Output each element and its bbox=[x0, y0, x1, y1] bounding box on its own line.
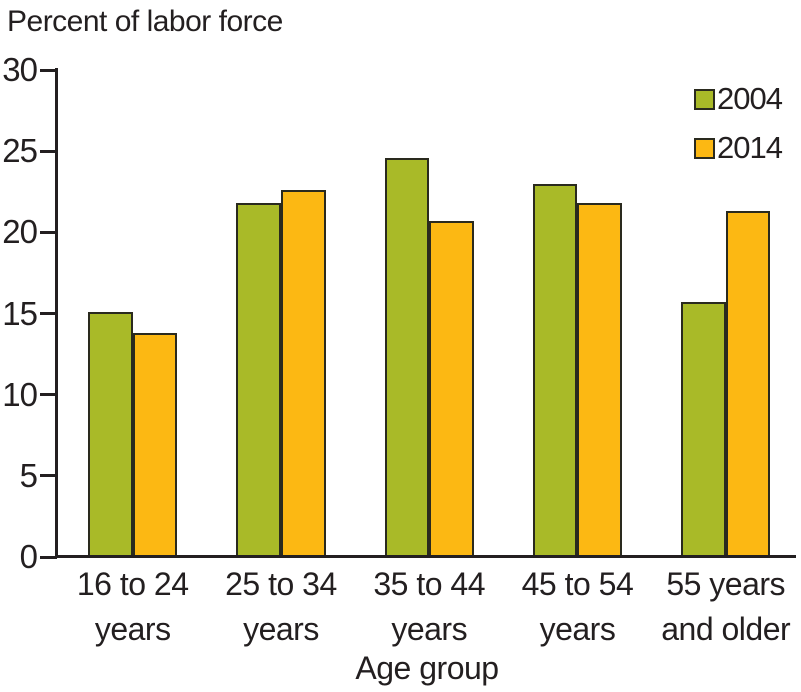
y-tick-label-30: 30 bbox=[2, 51, 38, 88]
x-category-label-2: 25 to 34 years bbox=[225, 566, 337, 647]
bar-2004-group3 bbox=[384, 157, 430, 557]
y-tick-mark-15 bbox=[40, 312, 57, 315]
y-tick-label-5: 5 bbox=[19, 456, 38, 494]
legend-label-2004: 2004 bbox=[717, 81, 783, 116]
legend-item-2004: 2004 bbox=[694, 81, 783, 116]
bar-2014-group3 bbox=[429, 220, 474, 557]
y-tick-label-10: 10 bbox=[2, 375, 38, 413]
bar-2014-group4 bbox=[577, 203, 623, 557]
bar-2004-group5 bbox=[681, 302, 726, 557]
bar-2004-group4 bbox=[532, 183, 578, 557]
bar-2014-group1 bbox=[132, 332, 178, 557]
y-tick-label-25: 25 bbox=[2, 132, 38, 170]
x-category-label-4: 45 to 54 years bbox=[521, 566, 634, 647]
legend-label-2014: 2014 bbox=[717, 130, 783, 165]
legend: 2004 2014 bbox=[694, 81, 801, 166]
x-axis-line bbox=[55, 555, 796, 558]
y-tick-mark-25 bbox=[40, 149, 57, 153]
x-axis-title: Age group bbox=[355, 650, 499, 686]
y-tick-label-20: 20 bbox=[2, 213, 38, 251]
legend-swatch-2004 bbox=[694, 88, 715, 110]
bar-2004-group2 bbox=[236, 203, 281, 557]
bar-2014-group5 bbox=[725, 211, 771, 557]
y-tick-mark-10 bbox=[40, 393, 57, 397]
y-axis-title: Percent of labor force bbox=[7, 5, 283, 38]
bar-2014-group2 bbox=[280, 190, 326, 557]
y-tick-label-15: 15 bbox=[2, 294, 38, 332]
bar-2004-group1 bbox=[88, 311, 133, 557]
y-tick-mark-5 bbox=[40, 474, 57, 478]
y-tick-mark-20 bbox=[40, 230, 57, 234]
x-category-label-3: 35 to 44 years bbox=[373, 566, 486, 647]
legend-swatch-2014 bbox=[694, 137, 715, 159]
x-category-label-1: 16 to 24 years bbox=[76, 566, 189, 647]
legend-item-2014: 2014 bbox=[694, 130, 783, 165]
y-tick-label-0: 0 bbox=[19, 538, 38, 575]
y-tick-mark-30 bbox=[40, 68, 57, 72]
y-tick-mark-0 bbox=[40, 555, 57, 559]
x-category-label-5: 55 years and older bbox=[661, 566, 791, 647]
